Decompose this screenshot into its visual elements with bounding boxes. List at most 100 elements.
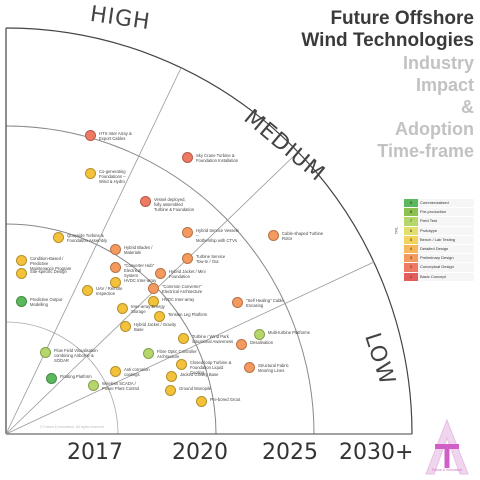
trl-dot-icon [155,268,166,279]
trl-level-number: 6 [404,226,418,235]
trl-dot-icon [182,227,193,238]
technology-label: Predictive Output Modelling [30,297,63,307]
technology-item: Closed-loop Turbine & Foundation Liquid … [176,359,236,375]
technology-item: Pre-bored Grout [196,396,256,407]
technology-label: "Self Healing" Cable Encasing [246,298,284,308]
technology-label: Wireless SCADA / Power Plant Control [102,381,140,391]
trl-level-name: Bench / Lab Testing [418,235,474,244]
trl-level-number: 4 [404,244,418,254]
trl-dot-icon [46,373,57,384]
trl-level-number: 7 [404,217,418,226]
year-label-2020: 2020 [172,440,228,465]
technology-item: Floating Platform [46,373,106,384]
trl-row: 6 Prototype [404,226,474,236]
title-line-2: Wind Technologies [301,30,474,51]
technology-item: Cable-shaped Turbine Rotor [268,230,328,241]
technology-label: Hybrid Jacket / Mini Foundation [169,269,206,279]
trl-dot-icon [244,362,255,373]
trl-dot-icon [196,396,207,407]
trl-dot-icon [16,296,27,307]
trl-dot-icon [85,130,96,141]
technology-label: "Common Converter" Electrical Architectu… [162,284,203,294]
technology-item: Flow Field Visualisation combining Airbo… [40,347,100,363]
trl-dot-icon [165,385,176,396]
technology-item: Hybrid Jacket / Mini Foundation [155,268,215,279]
company-logo [425,418,469,475]
technology-label: Turbine Service Tow-In / Out [196,254,226,264]
year-label-2017: 2017 [67,440,123,465]
technology-label: Hybrid Service Vessels – Mothership with… [196,228,239,243]
technology-item: Fibre Optic Controller Architecture [143,348,203,359]
technology-item: Site-specific Design [16,268,76,279]
trl-dot-icon [236,339,247,350]
trl-dot-icon [148,296,159,307]
technology-item: Structural Fabric Mooring Lines [244,362,304,373]
trl-level-number: 3 [404,254,418,263]
ring-medium [5,125,315,435]
technology-item: Co-generating Foundations – Wind & Hydro [85,168,145,184]
technology-label: Inter-array Energy Storage [131,304,165,314]
technology-item: Hybrid Jacket / Gravity Base [120,321,180,332]
trl-level-name: Basic Concept [418,272,474,281]
trl-dot-icon [110,366,121,377]
trl-level-number: 8 [404,208,418,217]
technology-item: Ground Monopile [165,385,225,396]
technology-label: Flow Field Visualisation combining Airbo… [54,348,98,363]
technology-item: Hybrid Service Vessels – Mothership with… [182,227,242,243]
technology-label: UAV / Remote Inspection [96,286,123,296]
technology-item: Vessel deployed, fully assembled Turbine… [140,196,200,212]
trl-dot-icon [88,380,99,391]
technology-item: Jacked Gravity Base [166,371,226,382]
trl-dot-icon [85,168,96,179]
title-line-1: Future Offshore [330,8,474,29]
trl-dot-icon [166,371,177,382]
technology-item: HTS Inter Array & Export Cables [85,130,145,141]
trl-dot-icon [110,262,121,273]
trl-row: 1 Basic Concept [404,272,474,282]
trl-level-name: Prototype [418,226,474,235]
trl-level-name: Pre-production [418,208,474,217]
trl-dot-icon [110,244,121,255]
technology-label: Floating Platform [60,374,92,379]
title-line-3: Industry [402,53,474,73]
year-label-2030-plus: 2030+ [339,440,414,465]
technology-label: Pre-bored Grout [210,397,241,402]
title-line-4: Impact [415,75,474,95]
trl-dot-icon [40,347,51,358]
technology-label: Closed-loop Turbine & Foundation Liquid … [190,360,232,375]
trl-dot-icon [182,152,193,163]
trl-legend-title: TRL [393,226,399,235]
title-line-7: Time-frame [377,141,474,161]
technology-label: Hybrid Blades / Materials [124,245,153,255]
trl-row: 4 Detailed Design [404,244,474,255]
trl-dot-icon [268,230,279,241]
technology-item: Hybrid Blades / Materials [110,244,170,255]
technology-label: Jacked Gravity Base [180,372,219,377]
technology-label: Condition-Based / Predictive Maintenance… [30,256,72,271]
trl-level-number: 5 [404,235,418,244]
technology-label: Multi-turbine Platforms [268,330,310,335]
technology-label: Hybrid Jacket / Gravity Base [134,322,177,332]
technology-label: Structural Fabric Mooring Lines [258,363,289,373]
technology-label: HVDC Inter-array [162,297,195,302]
trl-row: 7 Field Test [404,217,474,227]
technology-label: Quayside Turbine & Foundation Assembly [67,233,108,243]
technology-label: Site-specific Design [30,269,67,274]
logo-text: Future & Innovation [431,468,463,472]
trl-level-name: Detailed Design [418,244,474,254]
trl-level-name: Conceptual Design [418,263,474,272]
technology-item: "Common Converter" Electrical Architectu… [148,283,208,294]
technology-label: HTS Inter Array & Export Cables [99,131,132,141]
trl-level-name: Field Test [418,217,474,226]
trl-dot-icon [82,285,93,296]
technology-item: "Self Healing" Cable Encasing [232,297,292,308]
trl-dot-icon [176,359,187,370]
title-line-5: & [461,97,474,117]
technology-item: Sky Crane Turbine & Foundation Installat… [182,152,242,163]
trl-level-name: Commercialised [418,199,474,208]
technology-item: HVDC Inter-array [148,296,208,307]
chart-title: Future Offshore Wind Technologies Indust… [301,8,474,162]
trl-dot-icon [140,196,151,207]
technology-item: Condition-Based / Predictive Maintenance… [16,255,76,271]
